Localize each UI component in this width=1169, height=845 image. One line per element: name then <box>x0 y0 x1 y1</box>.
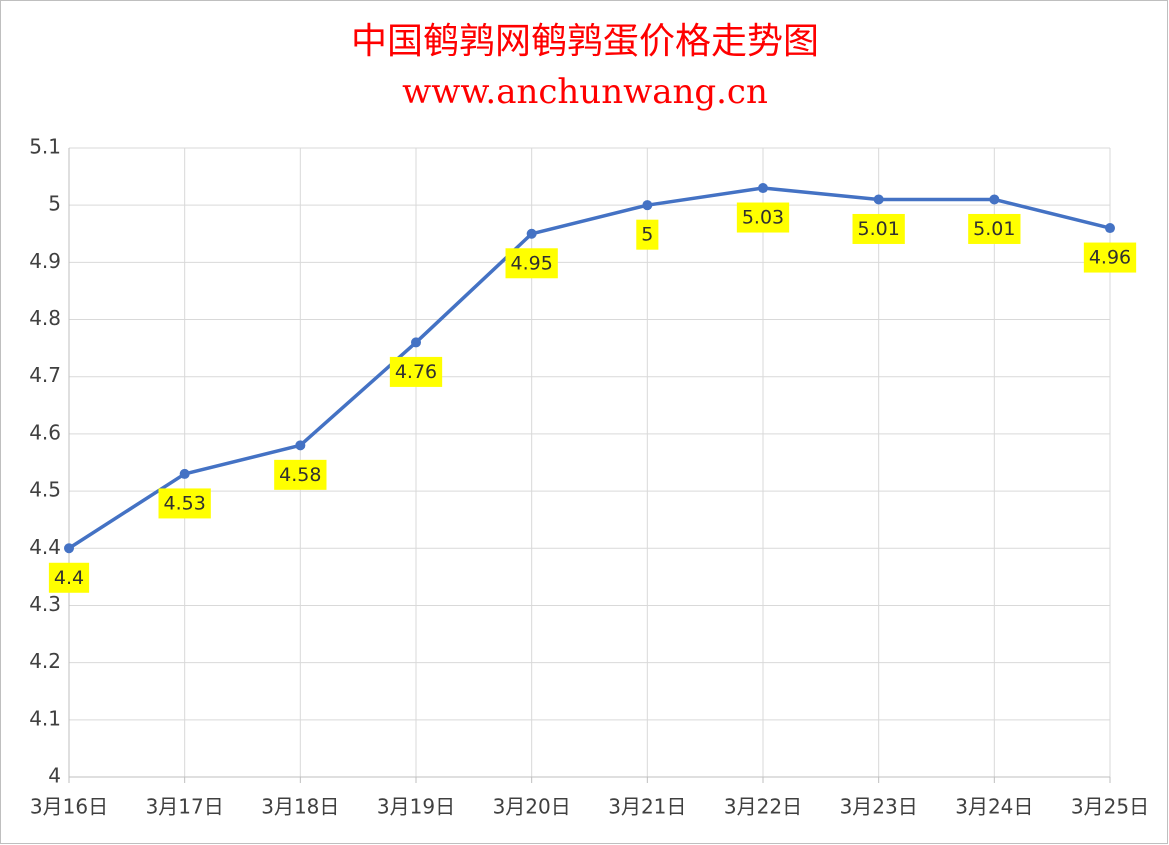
data-label-bg <box>736 202 790 233</box>
data-label-bg <box>968 213 1021 244</box>
data-label-bg <box>389 356 443 387</box>
data-label: 5 <box>641 224 653 246</box>
line-series <box>68 186 1111 550</box>
y-tick-label: 4.2 <box>29 649 61 673</box>
x-tick-label: 3月18日 <box>261 795 339 819</box>
y-tick-label: 4.1 <box>29 706 61 730</box>
y-tick-label: 4.9 <box>29 249 61 273</box>
x-tick-label: 3月16日 <box>30 795 108 819</box>
data-label-bg <box>852 213 905 244</box>
data-label: 4.53 <box>164 492 206 514</box>
y-tick-label: 4.6 <box>29 420 61 444</box>
chart-title: 中国鹌鹑网鹌鹑蛋价格走势图 <box>351 21 819 62</box>
y-tick-label: 4.5 <box>29 478 61 502</box>
x-tick-label: 3月21日 <box>608 795 686 819</box>
data-label-bg <box>505 248 558 279</box>
data-label: 4.95 <box>511 252 553 274</box>
point <box>179 468 190 479</box>
data-label-bg <box>274 459 327 490</box>
point <box>295 440 306 451</box>
y-tick-label: 4.7 <box>29 363 61 387</box>
x-tick-label: 3月22日 <box>724 795 802 819</box>
data-label: 5.01 <box>973 218 1015 240</box>
y-tick-label: 4.3 <box>29 592 61 616</box>
data-label: 4.4 <box>54 567 84 589</box>
x-tick-label: 3月19日 <box>377 795 455 819</box>
point <box>989 194 1000 205</box>
point <box>1105 223 1115 234</box>
point <box>526 228 537 239</box>
y-tick-label: 5 <box>48 192 61 216</box>
x-tick-label: 3月24日 <box>955 795 1033 819</box>
y-tick-label: 4.4 <box>29 535 61 559</box>
y-tick-label: 4 <box>48 764 61 788</box>
data-label-bg <box>48 562 90 593</box>
x-tick-label: 3月23日 <box>840 795 918 819</box>
data-label-bg <box>1083 242 1137 273</box>
data-label-bg <box>158 488 211 519</box>
chart-subtitle: www.anchunwang.cn <box>402 72 768 112</box>
y-tick-label: 5.1 <box>29 135 61 159</box>
point <box>873 194 884 205</box>
data-label: 4.96 <box>1089 247 1131 269</box>
x-tick-label: 3月20日 <box>493 795 571 819</box>
point <box>758 183 768 194</box>
data-label-bg <box>636 219 659 250</box>
data-label: 4.58 <box>279 464 321 486</box>
x-tick-label: 3月17日 <box>146 795 224 819</box>
data-label: 5.01 <box>858 218 900 240</box>
point <box>642 200 653 211</box>
data-label: 4.76 <box>395 361 437 383</box>
point <box>64 543 74 554</box>
x-tick-label: 3月25日 <box>1071 795 1149 819</box>
point <box>411 337 421 348</box>
data-label: 5.03 <box>742 207 784 229</box>
y-tick-label: 4.8 <box>29 306 61 330</box>
